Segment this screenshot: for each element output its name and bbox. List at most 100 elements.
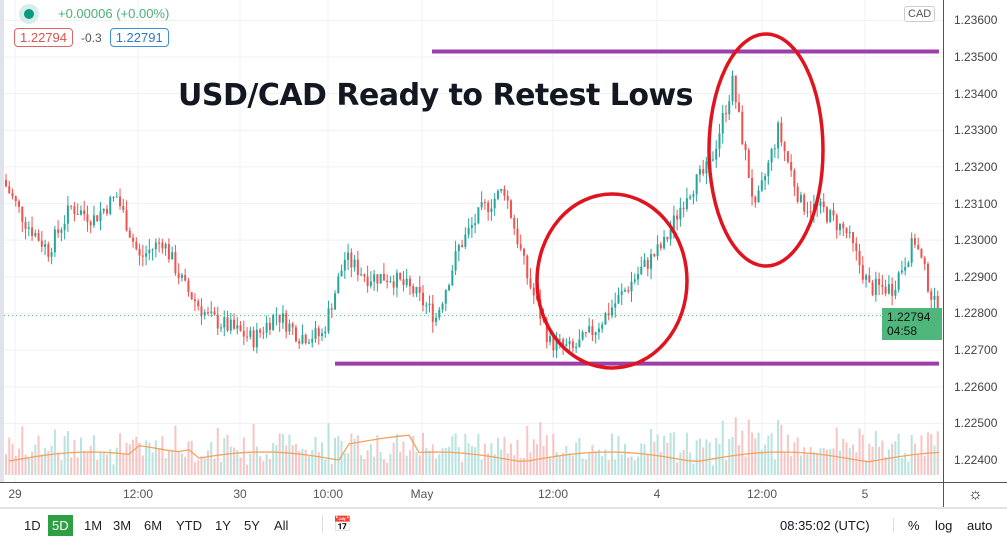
candle-body (607, 313, 610, 316)
volume-bar (321, 442, 324, 475)
candle-body (246, 336, 249, 338)
volume-bar (281, 433, 284, 475)
volume-bar (516, 439, 519, 475)
candle-body (412, 286, 415, 294)
volume-bar (324, 459, 327, 475)
candle-body (83, 210, 86, 215)
range-1m[interactable]: 1M (84, 518, 103, 533)
auto-toggle[interactable]: auto (967, 518, 993, 533)
settings-gear-icon[interactable]: ☼ (943, 482, 1007, 507)
candle-body (422, 292, 425, 306)
range-ytd[interactable]: YTD (176, 518, 202, 533)
volume-bar (197, 460, 200, 475)
volume-bar (503, 436, 506, 475)
currency-badge[interactable]: CAD (904, 6, 936, 22)
candle-body (669, 229, 672, 240)
volume-bar (265, 453, 268, 475)
volume-bar (825, 449, 828, 475)
candle-body (483, 202, 486, 204)
clock-time[interactable]: 08:35:02 (UTC) (780, 518, 870, 533)
volume-bar (783, 451, 786, 475)
volume-bar (102, 452, 105, 475)
volume-bar (532, 439, 535, 475)
volume-bar (249, 453, 252, 475)
time-axis[interactable]: 29 12:00 30 10:00 May 12:00 4 12:00 5 (0, 482, 943, 507)
volume-bar (275, 444, 278, 475)
candle-body (571, 341, 574, 348)
candle-body (477, 207, 480, 224)
candle-body (910, 238, 913, 263)
volume-bar (184, 456, 187, 475)
candle-body (187, 280, 190, 293)
range-5d[interactable]: 5D (48, 515, 73, 536)
candle-body (193, 299, 196, 302)
candle-body (731, 75, 734, 102)
volume-bar (190, 440, 193, 475)
volume-bar (894, 441, 897, 475)
candle-body (386, 280, 389, 282)
candle-body (158, 242, 161, 244)
candle-body (298, 341, 301, 344)
volume-bar (386, 462, 389, 475)
chart-canvas[interactable] (4, 0, 943, 482)
volume-bar (643, 444, 646, 475)
volume-bar (242, 437, 245, 475)
volume-bar (646, 454, 649, 475)
volume-bar (353, 438, 356, 475)
candle-body (350, 252, 353, 268)
price-axis[interactable]: 1.23600 1.23500 1.23400 1.23300 1.23200 1.231… (943, 0, 1007, 482)
candle-body (184, 274, 187, 281)
candle-body (845, 228, 848, 234)
candle-body (819, 201, 822, 207)
candle-body (210, 311, 213, 313)
bid-box[interactable]: 1.22794 (14, 28, 73, 47)
candle-body (454, 251, 457, 271)
ask-box[interactable]: 1.22791 (109, 28, 169, 47)
candle-body (304, 334, 307, 344)
range-3m[interactable]: 3M (113, 518, 132, 533)
volume-bar (461, 461, 464, 475)
volume-bar (70, 457, 73, 475)
range-all[interactable]: All (274, 518, 289, 533)
volume-bar (141, 455, 144, 475)
candle-body (806, 211, 809, 213)
candle-body (786, 151, 789, 163)
candle-body (679, 207, 682, 220)
range-1y[interactable]: 1Y (215, 518, 231, 533)
percent-toggle[interactable]: % (893, 518, 920, 533)
chart-plot[interactable]: +0.00006 (+0.00%) 1.22794 -0.3 1.22791 U… (0, 0, 943, 482)
legend: +0.00006 (+0.00%) 1.22794 -0.3 1.22791 (14, 6, 169, 47)
range-5y[interactable]: 5Y (244, 518, 260, 533)
candle-body (164, 244, 167, 249)
candle-body (57, 229, 60, 233)
candle-body (832, 210, 835, 216)
candle-body (220, 327, 223, 329)
candle-body (610, 307, 613, 316)
volume-bar (819, 448, 822, 475)
highlight-ellipse-high (707, 32, 825, 268)
candle-body (14, 196, 17, 202)
volume-bar (395, 434, 398, 475)
candle-body (177, 273, 180, 278)
candle-body (206, 312, 209, 314)
candle-body (96, 215, 99, 222)
candle-body (493, 198, 496, 209)
volume-bar (405, 455, 408, 475)
volume-bar (604, 449, 607, 475)
volume-bar (887, 449, 890, 475)
volume-bar (777, 419, 780, 475)
volume-bar (640, 443, 643, 475)
log-toggle[interactable]: log (935, 518, 953, 533)
candle-body (578, 339, 581, 348)
volume-bar (203, 457, 206, 475)
volume-bar (73, 440, 76, 475)
range-6m[interactable]: 6M (144, 518, 163, 533)
volume-bar (806, 453, 809, 475)
volume-bar (11, 443, 14, 475)
candle-body (200, 306, 203, 316)
goto-date-icon[interactable]: 📅 (322, 515, 352, 533)
range-1d[interactable]: 1D (24, 518, 41, 533)
volume-bar (438, 454, 441, 475)
volume-bar (128, 444, 131, 475)
candle-body (627, 290, 630, 292)
